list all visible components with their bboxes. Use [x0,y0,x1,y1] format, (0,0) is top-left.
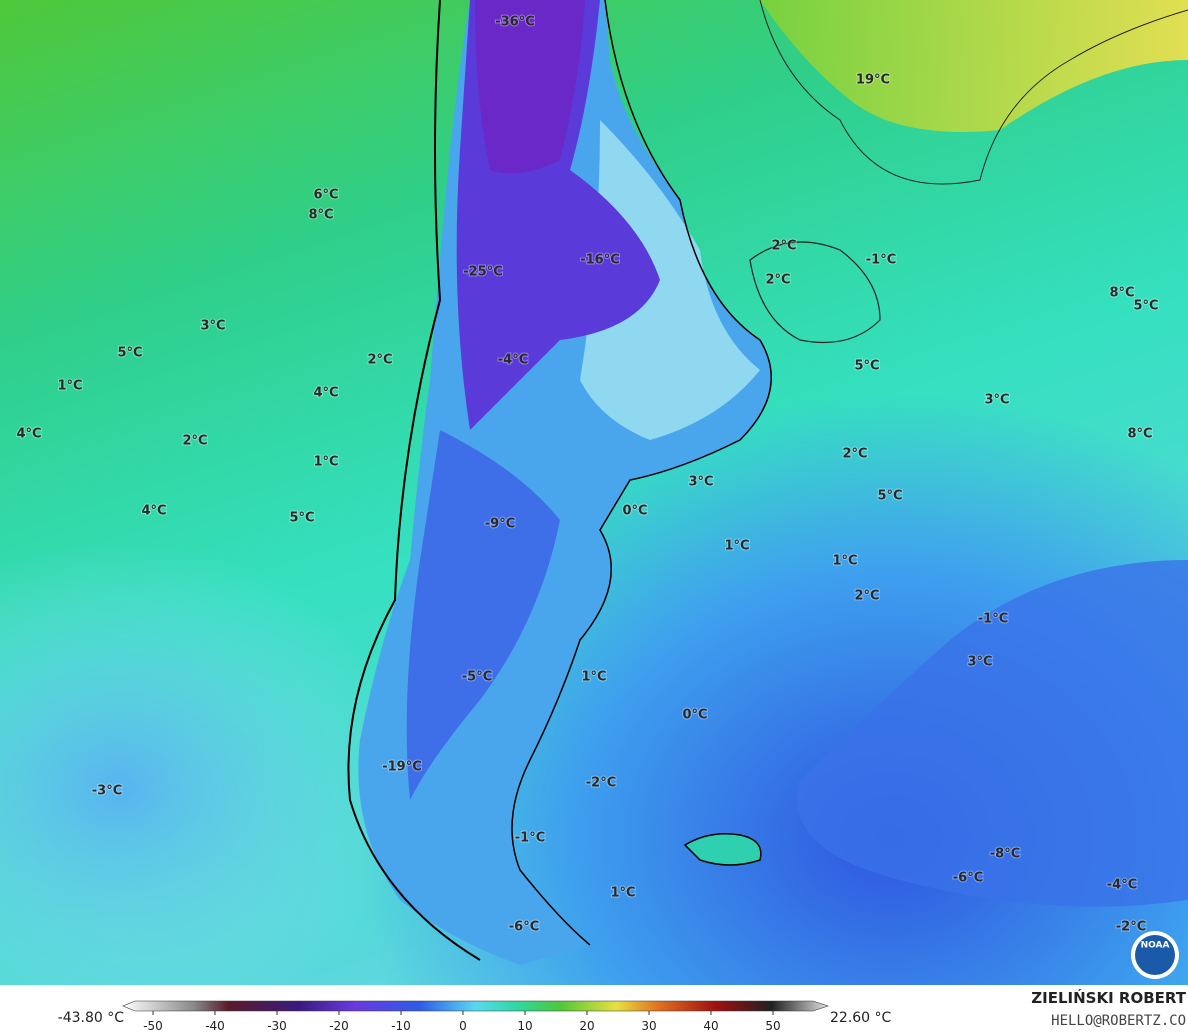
temperature-label: 3°C [688,475,713,490]
colorbar-tick-label: -20 [329,1019,349,1033]
map-background [0,0,1188,985]
temperature-label: 1°C [724,539,749,554]
temperature-label: 8°C [1127,427,1152,442]
credit-email: HELLO@ROBERTZ.CO [1051,1013,1186,1029]
temperature-label: -19°C [382,760,422,775]
temperature-label: -16°C [580,253,620,268]
colorbar-tick-label: 20 [579,1019,594,1033]
temperature-label: 5°C [877,489,902,504]
temperature-label: -2°C [586,776,616,791]
noaa-logo: NOAA [1131,931,1179,979]
temperature-label: 2°C [182,434,207,449]
colorbar-tick-label: 0 [459,1019,467,1033]
temperature-label: -1°C [978,612,1008,627]
temperature-label: -8°C [990,847,1020,862]
temperature-label: 2°C [367,353,392,368]
temperature-label: 1°C [57,379,82,394]
temperature-label: 2°C [765,273,790,288]
temperature-label: 5°C [1133,299,1158,314]
temperature-label: 4°C [141,504,166,519]
colorbar-tick-label: -30 [267,1019,287,1033]
temperature-label: 4°C [16,427,41,442]
temperature-label: 5°C [289,511,314,526]
temperature-label: 4°C [313,386,338,401]
temperature-label: -2°C [1116,920,1146,935]
temperature-label: -6°C [509,920,539,935]
temperature-label: 3°C [200,319,225,334]
colorbar: -50 -40 -30 -20 -10 0 10 20 30 40 50 [122,1000,829,1033]
credit-name: ZIELIŃSKI ROBERT [1031,988,1186,1007]
temperature-label: 1°C [610,886,635,901]
temperature-label: -6°C [953,871,983,886]
temperature-label: 6°C [313,188,338,203]
temperature-label: 0°C [682,708,707,723]
temperature-label: 5°C [117,346,142,361]
temperature-label: -4°C [1107,878,1137,893]
temperature-label: -1°C [515,831,545,846]
temperature-label: 8°C [1109,286,1134,301]
temperature-label: -1°C [866,253,896,268]
logo-text: NOAA [1141,941,1170,951]
colorbar-tick-label: 40 [703,1019,718,1033]
temperature-label: 3°C [967,655,992,670]
colorbar-tick-label: -40 [205,1019,225,1033]
colorbar-bar [122,1000,829,1012]
temperature-label: 0°C [622,504,647,519]
colorbar-tick-label: 50 [765,1019,780,1033]
temperature-label: -4°C [498,353,528,368]
temperature-label: 19°C [856,73,890,88]
temperature-label: 2°C [771,239,796,254]
colorbar-max: 22.60 °C [830,1010,892,1026]
temperature-labels: -36°C19°C6°C8°C-25°C-16°C2°C2°C-1°C8°C5°… [15,14,1159,936]
temperature-label: 1°C [313,455,338,470]
colorbar-tick-label: -50 [143,1019,163,1033]
colorbar-min: -43.80 °C [58,1010,125,1026]
temperature-label: -5°C [462,670,492,685]
temperature-label: -36°C [495,15,535,30]
temperature-label: 5°C [854,359,879,374]
temperature-label: 1°C [832,554,857,569]
temperature-label: 1°C [581,670,606,685]
temperature-label: 2°C [854,589,879,604]
colorbar-tick-label: 10 [517,1019,532,1033]
temperature-label: -25°C [463,265,503,280]
temperature-label: 3°C [984,393,1009,408]
temperature-label: -3°C [92,784,122,799]
colorbar-tick-label: 30 [641,1019,656,1033]
temperature-label: -9°C [485,517,515,532]
colorbar-tick-label: -10 [391,1019,411,1033]
temperature-label: 8°C [308,208,333,223]
temperature-label: 2°C [842,447,867,462]
